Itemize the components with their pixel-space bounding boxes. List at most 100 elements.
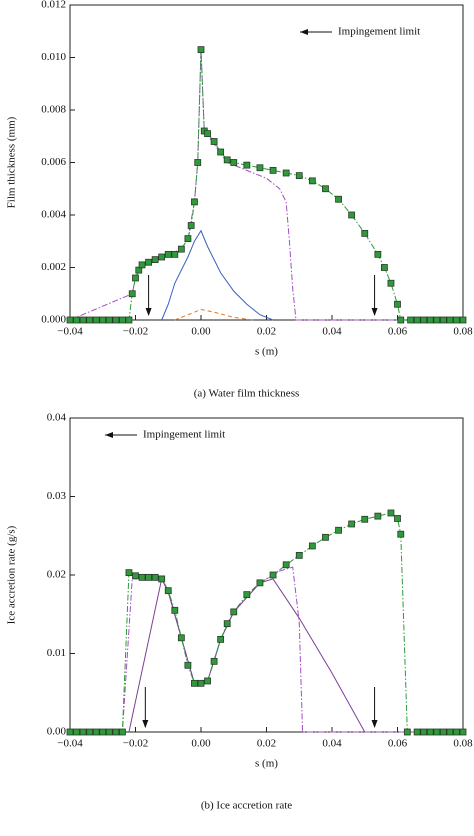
marker [145,573,153,581]
marker [397,530,405,538]
marker [282,561,290,569]
x-tick-label: 0.00 [191,738,211,750]
y-tick-label: 0.006 [41,156,66,168]
marker [197,46,205,54]
caption: (a) Water film thickness [194,388,300,400]
marker [335,526,342,534]
marker [125,316,133,324]
marker [92,728,100,736]
marker [335,195,342,203]
marker [420,728,428,736]
marker [158,253,166,261]
marker [453,316,460,324]
marker [433,728,441,736]
x-tick-label: −0.04 [57,738,83,750]
y-tick-label: 0.03 [47,490,67,502]
marker [223,156,231,164]
y-tick-label: 0.04 [47,412,67,424]
annotation: Impingement limit [338,26,420,38]
marker [66,316,74,324]
series-line [70,566,463,733]
x-tick-label: 0.02 [257,738,276,750]
marker [256,579,264,587]
marker [210,138,218,145]
marker [138,573,146,581]
marker [374,512,382,520]
marker [217,148,225,156]
marker [348,520,356,528]
marker [177,634,185,642]
marker [164,250,172,258]
marker [132,572,139,580]
marker [177,245,185,253]
marker [322,533,329,541]
series-line [70,49,463,321]
limit-arrow-head [142,720,149,728]
marker [204,130,211,138]
annotation: Impingement limit [143,429,225,441]
marker [204,677,211,685]
marker [243,161,251,169]
x-tick-label: 0.06 [388,738,408,750]
marker [308,177,316,185]
marker [184,661,192,669]
x-tick-label: 0.08 [453,738,473,750]
limit-arrow-head [371,308,378,316]
marker [99,728,107,736]
marker [387,279,395,287]
marker [295,172,303,180]
marker [66,728,74,736]
marker [397,316,405,324]
x-tick-label: −0.02 [123,738,148,750]
marker [191,679,198,687]
caption: (b) Ice accretion rate [201,800,292,812]
marker [387,509,395,517]
marker [171,606,179,614]
marker [197,679,205,687]
marker [119,316,126,324]
marker [403,728,411,736]
marker [459,728,467,736]
marker [269,166,277,174]
y-axis-label: Ice accretion rate (g/s) [6,525,18,624]
marker [138,261,146,269]
marker [361,229,369,237]
marker [191,198,198,206]
limit-arrow-head [371,720,378,728]
x-tick-label: 0.00 [191,326,211,338]
marker [164,587,172,595]
y-tick-label: 0.008 [41,104,66,116]
y-tick-label: 0.01 [47,647,66,659]
marker [282,169,290,177]
marker [295,551,303,559]
marker [439,316,447,324]
marker [119,728,126,736]
marker [426,728,434,736]
marker [420,316,428,324]
marker [187,222,195,229]
plot-frame [69,4,464,321]
marker [132,274,139,282]
marker [413,316,421,324]
x-tick-label: 0.02 [257,326,276,338]
marker [194,159,202,166]
marker [92,316,100,324]
marker [269,571,277,579]
marker [73,316,80,324]
marker [184,235,192,243]
series-line [128,577,366,733]
series-line [161,229,274,321]
annotation-arrow-head [300,29,308,35]
marker [79,728,87,736]
x-tick-label: −0.04 [57,326,83,338]
marker [112,728,120,736]
limit-arrow-head [145,308,152,316]
y-tick-label: 0.012 [41,0,66,11]
marker [79,316,87,324]
annotation-arrow-head [105,432,113,438]
marker [394,515,401,522]
marker [105,316,113,324]
marker [243,591,251,599]
marker [128,290,136,298]
